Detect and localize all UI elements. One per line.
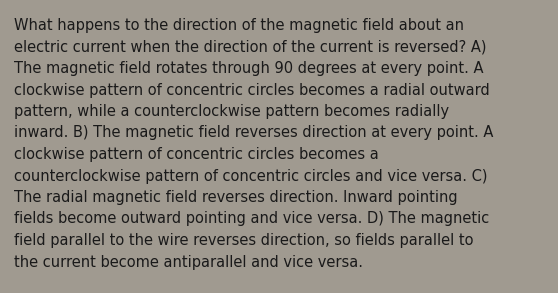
Text: counterclockwise pattern of concentric circles and vice versa. C): counterclockwise pattern of concentric c… [14,168,488,183]
Text: fields become outward pointing and vice versa. D) The magnetic: fields become outward pointing and vice … [14,212,489,226]
Text: clockwise pattern of concentric circles becomes a: clockwise pattern of concentric circles … [14,147,379,162]
Text: electric current when the direction of the current is reversed? A): electric current when the direction of t… [14,40,487,54]
Text: pattern, while a counterclockwise pattern becomes radially: pattern, while a counterclockwise patter… [14,104,449,119]
Text: inward. B) The magnetic field reverses direction at every point. A: inward. B) The magnetic field reverses d… [14,125,493,141]
Text: the current become antiparallel and vice versa.: the current become antiparallel and vice… [14,255,363,270]
Text: The magnetic field rotates through 90 degrees at every point. A: The magnetic field rotates through 90 de… [14,61,483,76]
Text: field parallel to the wire reverses direction, so fields parallel to: field parallel to the wire reverses dire… [14,233,474,248]
Text: clockwise pattern of concentric circles becomes a radial outward: clockwise pattern of concentric circles … [14,83,490,98]
Text: The radial magnetic field reverses direction. Inward pointing: The radial magnetic field reverses direc… [14,190,458,205]
Text: What happens to the direction of the magnetic field about an: What happens to the direction of the mag… [14,18,464,33]
